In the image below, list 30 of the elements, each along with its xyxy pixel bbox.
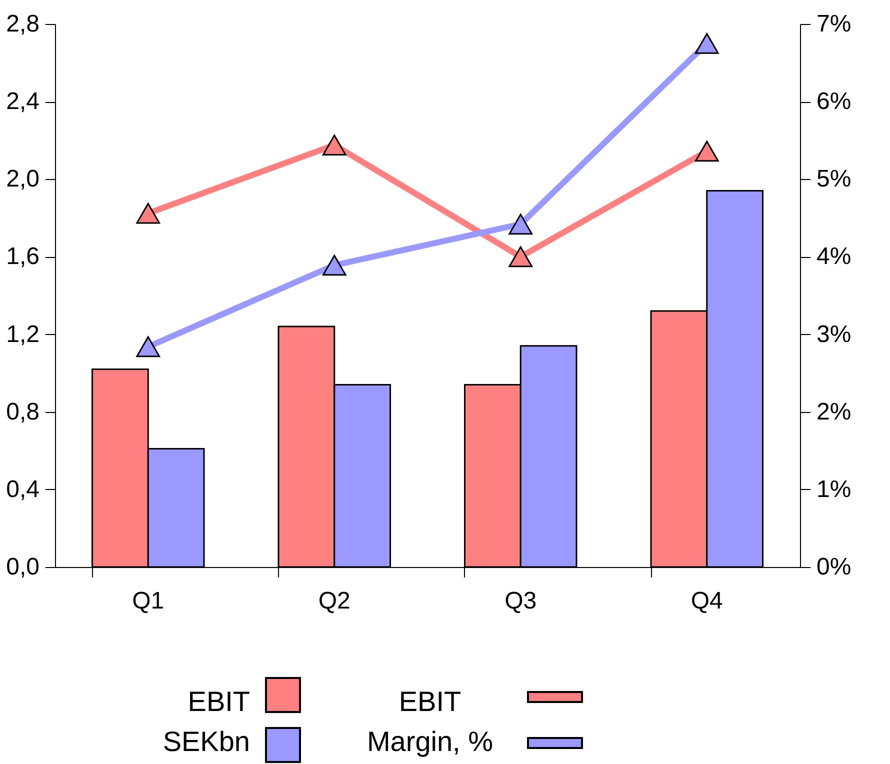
y2-tick-label: 2% xyxy=(816,398,852,426)
y2-tick-label: 1% xyxy=(816,476,852,503)
y2-tick-label: 6% xyxy=(816,88,852,116)
x-tick-label: Q1 xyxy=(132,588,164,614)
y-tick-label: 2,4 xyxy=(6,88,40,116)
point xyxy=(508,246,533,268)
y-tick-label: 2,0 xyxy=(6,166,40,193)
y-tick-label: 1,6 xyxy=(6,243,40,270)
y-tick-label: 2,8 xyxy=(6,10,40,38)
point xyxy=(694,32,719,54)
x-tick-label: Q3 xyxy=(504,588,537,614)
y-tick-label: 0,0 xyxy=(6,554,40,580)
y2-tick-label: 4% xyxy=(816,243,852,270)
y-tick-label: 0,8 xyxy=(6,398,40,426)
point xyxy=(508,214,533,235)
text: EBIT SEKbn xyxy=(162,685,250,759)
y2-tick-label: 5% xyxy=(816,166,852,193)
y2-tick-label: 7% xyxy=(816,10,852,38)
point xyxy=(322,254,346,276)
point xyxy=(322,134,346,156)
point xyxy=(694,140,719,162)
y-tick-label: 0,4 xyxy=(6,476,40,503)
y2-tick-label: 0% xyxy=(816,554,852,580)
text: EBIT Margin, % xyxy=(366,685,494,759)
y2-tick-label: 3% xyxy=(816,320,852,348)
point xyxy=(136,202,160,224)
x-tick-label: Q2 xyxy=(318,588,350,614)
point xyxy=(136,336,160,358)
x-tick-label: Q4 xyxy=(690,588,723,614)
y-tick-label: 1,2 xyxy=(6,320,40,348)
